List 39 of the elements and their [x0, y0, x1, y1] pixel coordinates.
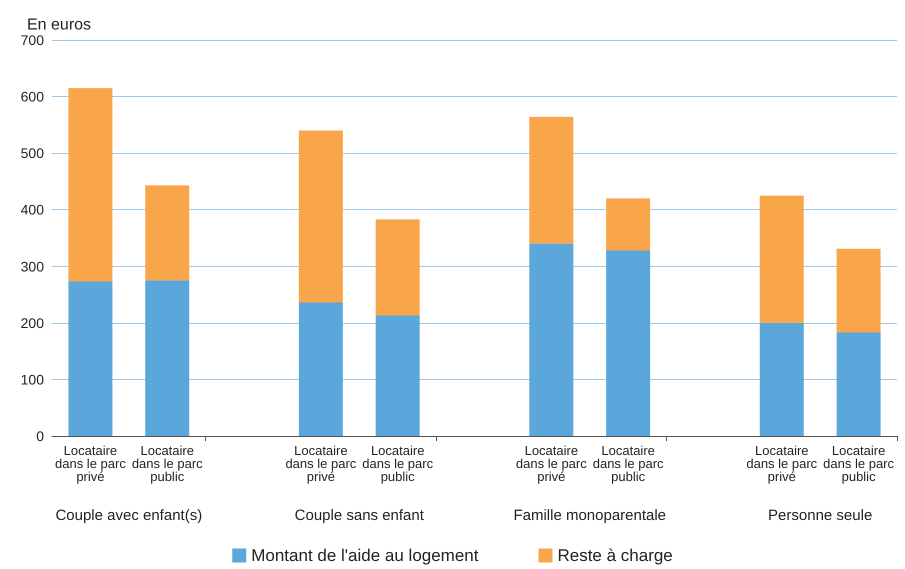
bar — [836, 332, 881, 436]
x-tick-label: Locataire dans le parc privé — [285, 443, 357, 484]
bar — [145, 280, 190, 436]
legend-label: Reste à charge — [557, 546, 673, 565]
bar — [376, 219, 420, 316]
y-tick-label: 100 — [20, 371, 44, 388]
y-tick-label: 200 — [20, 314, 44, 331]
y-tick-label: 700 — [20, 32, 44, 48]
bar — [529, 116, 574, 244]
bar — [298, 302, 343, 436]
y-axis-title: En euros — [27, 16, 92, 34]
x-tick-label: Locataire dans le parc public — [132, 443, 204, 484]
y-tick-label: 400 — [20, 202, 44, 218]
bar — [68, 282, 112, 436]
legend-label: Montant de l'aide au logement — [251, 546, 479, 565]
bar — [836, 248, 881, 332]
y-tick-label: 600 — [20, 88, 44, 105]
bar — [606, 198, 650, 250]
y-tick-label: 500 — [20, 145, 44, 162]
text: Couple sans enfant — [294, 507, 425, 524]
x-tick-label: Locataire dans le parc privé — [54, 443, 126, 484]
x-tick-label: Locataire dans le parc privé — [746, 443, 818, 484]
y-tick-label: 300 — [20, 258, 44, 274]
bar — [298, 130, 343, 302]
bar — [376, 316, 420, 436]
bar — [145, 185, 190, 280]
bar — [68, 88, 112, 282]
x-tick-label: Locataire dans le parc public — [592, 443, 664, 484]
x-tick-label: Locataire dans le parc public — [362, 443, 434, 484]
text: Personne seule — [768, 507, 872, 524]
x-tick-label: Locataire dans le parc public — [823, 443, 894, 484]
text: Couple avec enfant(s) — [55, 507, 202, 524]
y-tick-label: 0 — [36, 428, 44, 444]
bar — [760, 196, 804, 323]
bar — [529, 244, 574, 436]
text: Famille monoparentale — [513, 507, 666, 524]
bar — [760, 322, 804, 436]
x-tick-label: Locataire dans le parc privé — [516, 443, 588, 484]
bar — [606, 250, 650, 436]
